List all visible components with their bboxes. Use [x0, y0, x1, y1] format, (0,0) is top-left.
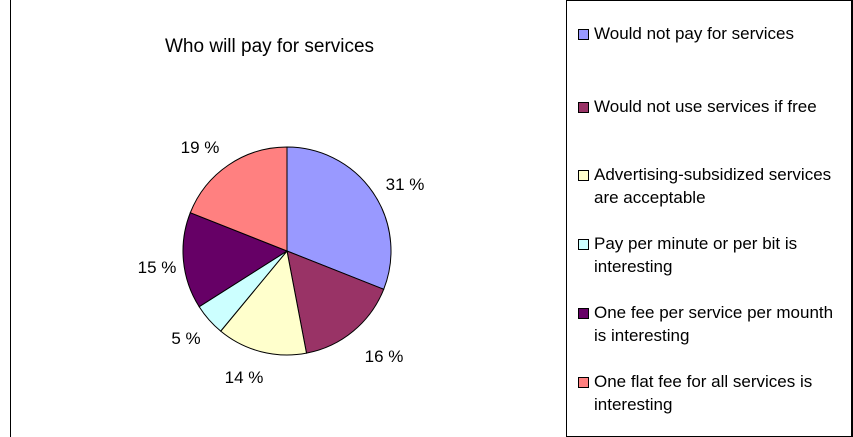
data-label-would-not-pay: 31 % — [386, 175, 425, 194]
pie-slice-advertising-subsidized — [220, 249, 308, 356]
legend-swatch — [578, 102, 589, 113]
pie-slice-would-not-pay — [286, 146, 392, 290]
data-label-advertising-subsidized: 14 % — [225, 368, 264, 387]
legend-swatch — [578, 239, 589, 250]
pie-slice-one-fee-per-service — [182, 212, 289, 308]
legend-swatch — [578, 377, 589, 388]
legend-label: Advertising-subsidized services are acce… — [594, 165, 832, 207]
pie-slice-one-flat-fee — [189, 146, 288, 252]
legend-swatch — [578, 29, 589, 40]
legend-swatch — [578, 170, 589, 181]
data-label-one-flat-fee: 19 % — [181, 138, 220, 157]
legend-label: One fee per service per mounth is intere… — [594, 303, 834, 345]
legend-label: Would not use services if free — [594, 97, 817, 116]
pie-slice-would-not-use — [286, 250, 385, 354]
legend-swatch — [578, 308, 589, 319]
legend-label: Pay per minute or per bit is interesting — [594, 234, 798, 276]
data-label-one-fee-per-service: 15 % — [138, 258, 177, 277]
chart-title: Who will pay for services — [165, 36, 375, 57]
legend-label: One flat fee for all services is interes… — [594, 372, 813, 414]
legend: Would not pay for services Would not use… — [566, 0, 852, 437]
data-label-would-not-use: 16 % — [365, 347, 404, 366]
legend-label: Would not pay for services — [594, 24, 794, 43]
data-label-pay-per-minute: 5 % — [171, 329, 200, 348]
